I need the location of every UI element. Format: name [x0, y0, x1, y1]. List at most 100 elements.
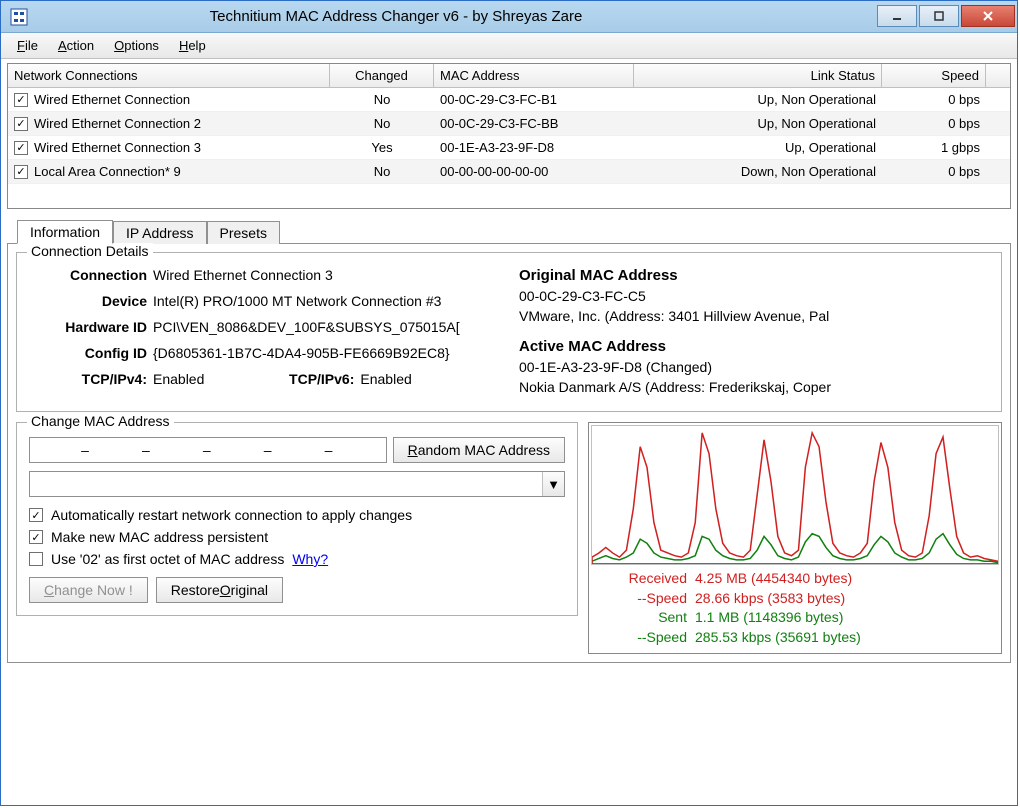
window-controls	[875, 5, 1015, 29]
table-row[interactable]: ✓ Wired Ethernet Connection 2 No00-0C-29-C…	[8, 112, 1010, 136]
label-config-id: Config ID	[29, 345, 147, 361]
titlebar: Technitium MAC Address Changer v6 - by S…	[1, 1, 1017, 33]
original-mac-value: 00-0C-29-C3-FC-C5	[519, 288, 989, 304]
mac-input[interactable]: –––––	[29, 437, 387, 463]
connections-table: Network Connections Changed MAC Address …	[7, 63, 1011, 209]
tabs: Information IP Address Presets	[7, 219, 1011, 243]
row-speed: 0 bps	[882, 88, 986, 111]
checkbox-auto-restart-label: Automatically restart network connection…	[51, 507, 412, 523]
original-mac-vendor: VMware, Inc. (Address: 3401 Hillview Ave…	[519, 308, 989, 324]
row-name: Wired Ethernet Connection	[34, 92, 190, 107]
row-link: Up, Non Operational	[634, 88, 882, 111]
row-mac: 00-0C-29-C3-FC-B1	[434, 88, 634, 111]
row-link: Up, Operational	[634, 136, 882, 159]
app-window: Technitium MAC Address Changer v6 - by S…	[0, 0, 1018, 806]
checkbox-auto-restart-row[interactable]: ✓ Automatically restart network connecti…	[29, 507, 565, 523]
why-link[interactable]: Why?	[292, 551, 328, 567]
close-button[interactable]	[961, 5, 1015, 27]
stat-sent-speed-value: 285.53 kbps (35691 bytes)	[695, 628, 861, 648]
stat-sent-label: Sent	[597, 608, 687, 628]
maximize-button[interactable]	[919, 5, 959, 27]
active-mac-vendor: Nokia Danmark A/S (Address: Frederikskaj…	[519, 379, 989, 395]
active-mac-value: 00-1E-A3-23-9F-D8 (Changed)	[519, 359, 989, 375]
value-connection: Wired Ethernet Connection 3	[153, 267, 333, 283]
row-changed: No	[330, 88, 434, 111]
window-title: Technitium MAC Address Changer v6 - by S…	[37, 8, 875, 25]
col-header-changed[interactable]: Changed	[330, 64, 434, 87]
label-connection: Connection	[29, 267, 147, 283]
random-mac-button[interactable]: Random MAC Address	[393, 437, 565, 463]
value-tcpipv6: Enabled	[360, 371, 411, 387]
traffic-stats: Received 4.25 MB (4454340 bytes) --Speed 2…	[591, 565, 999, 651]
table-row[interactable]: ✓ Local Area Connection* 9 No00-00-00-00-0…	[8, 160, 1010, 184]
tab-panel: Connection Details Connection Wired Ethe…	[7, 243, 1011, 663]
stat-received-value: 4.25 MB (4454340 bytes)	[695, 569, 852, 589]
menubar: File Action Options Help	[1, 33, 1017, 59]
row-changed: Yes	[330, 136, 434, 159]
label-tcpipv6: TCP/IPv6:	[264, 371, 354, 387]
menu-options[interactable]: Options	[104, 36, 169, 55]
row-link: Down, Non Operational	[634, 160, 882, 183]
vendor-dropdown[interactable]: ▼	[29, 471, 565, 497]
value-device: Intel(R) PRO/1000 MT Network Connection …	[153, 293, 441, 309]
traffic-graph-box: Received 4.25 MB (4454340 bytes) --Speed 2…	[588, 422, 1002, 654]
row-name: Local Area Connection* 9	[34, 164, 181, 179]
stat-received-label: Received	[597, 569, 687, 589]
checkbox-use02[interactable]	[29, 552, 43, 566]
row-speed: 0 bps	[882, 112, 986, 135]
label-device: Device	[29, 293, 147, 309]
checkbox-persistent[interactable]: ✓	[29, 530, 43, 544]
checkbox-use02-row[interactable]: Use '02' as first octet of MAC address W…	[29, 551, 565, 567]
table-row[interactable]: ✓ Wired Ethernet Connection No00-0C-29-C3-…	[8, 88, 1010, 112]
label-tcpipv4: TCP/IPv4:	[29, 371, 147, 387]
checkbox-persistent-label: Make new MAC address persistent	[51, 529, 268, 545]
original-mac-heading: Original MAC Address	[519, 267, 989, 284]
row-name: Wired Ethernet Connection 3	[34, 140, 201, 155]
col-header-name[interactable]: Network Connections	[8, 64, 330, 87]
row-mac: 00-00-00-00-00-00	[434, 160, 634, 183]
row-link: Up, Non Operational	[634, 112, 882, 135]
change-now-button[interactable]: Change Now !	[29, 577, 148, 603]
row-checkbox[interactable]: ✓	[14, 93, 28, 107]
app-icon	[9, 7, 29, 27]
col-header-link[interactable]: Link Status	[634, 64, 882, 87]
menu-help[interactable]: Help	[169, 36, 216, 55]
label-hardware-id: Hardware ID	[29, 319, 147, 335]
checkbox-persistent-row[interactable]: ✓ Make new MAC address persistent	[29, 529, 565, 545]
table-row[interactable]: ✓Wired Ethernet Connection 3Yes00-1E-A3-…	[8, 136, 1010, 160]
dropdown-arrow-icon: ▼	[542, 472, 564, 496]
tab-ip-address[interactable]: IP Address	[113, 221, 206, 244]
stat-received-speed-value: 28.66 kbps (3583 bytes)	[695, 589, 845, 609]
value-config-id: {D6805361-1B7C-4DA4-905B-FE6669B92EC8}	[153, 345, 450, 361]
menu-action[interactable]: Action	[48, 36, 104, 55]
table-header: Network Connections Changed MAC Address …	[8, 64, 1010, 88]
col-header-mac[interactable]: MAC Address	[434, 64, 634, 87]
menu-file[interactable]: File	[7, 36, 48, 55]
row-checkbox[interactable]: ✓	[14, 117, 28, 131]
value-tcpipv4: Enabled	[153, 371, 204, 387]
change-mac-legend: Change MAC Address	[27, 413, 174, 429]
change-mac-group: Change MAC Address ––––– Random MAC Addr…	[16, 422, 578, 616]
traffic-graph	[591, 425, 999, 565]
value-hardware-id: PCI\VEN_8086&DEV_100F&SUBSYS_075015A[	[153, 319, 460, 335]
connection-details-group: Connection Details Connection Wired Ethe…	[16, 252, 1002, 412]
active-mac-heading: Active MAC Address	[519, 338, 989, 355]
row-speed: 1 gbps	[882, 136, 986, 159]
row-changed: No	[330, 112, 434, 135]
tab-information[interactable]: Information	[17, 220, 113, 244]
minimize-button[interactable]	[877, 5, 917, 27]
stat-received-speed-label: --Speed	[597, 589, 687, 609]
col-header-speed[interactable]: Speed	[882, 64, 986, 87]
restore-original-button[interactable]: Restore Original	[156, 577, 283, 603]
row-mac: 00-0C-29-C3-FC-BB	[434, 112, 634, 135]
stat-sent-speed-label: --Speed	[597, 628, 687, 648]
stat-sent-value: 1.1 MB (1148396 bytes)	[695, 608, 843, 628]
row-speed: 0 bps	[882, 160, 986, 183]
connection-details-legend: Connection Details	[27, 243, 153, 259]
tab-presets[interactable]: Presets	[207, 221, 280, 244]
row-checkbox[interactable]: ✓	[14, 165, 28, 179]
row-name: Wired Ethernet Connection 2	[34, 116, 201, 131]
row-changed: No	[330, 160, 434, 183]
row-checkbox[interactable]: ✓	[14, 141, 28, 155]
checkbox-auto-restart[interactable]: ✓	[29, 508, 43, 522]
